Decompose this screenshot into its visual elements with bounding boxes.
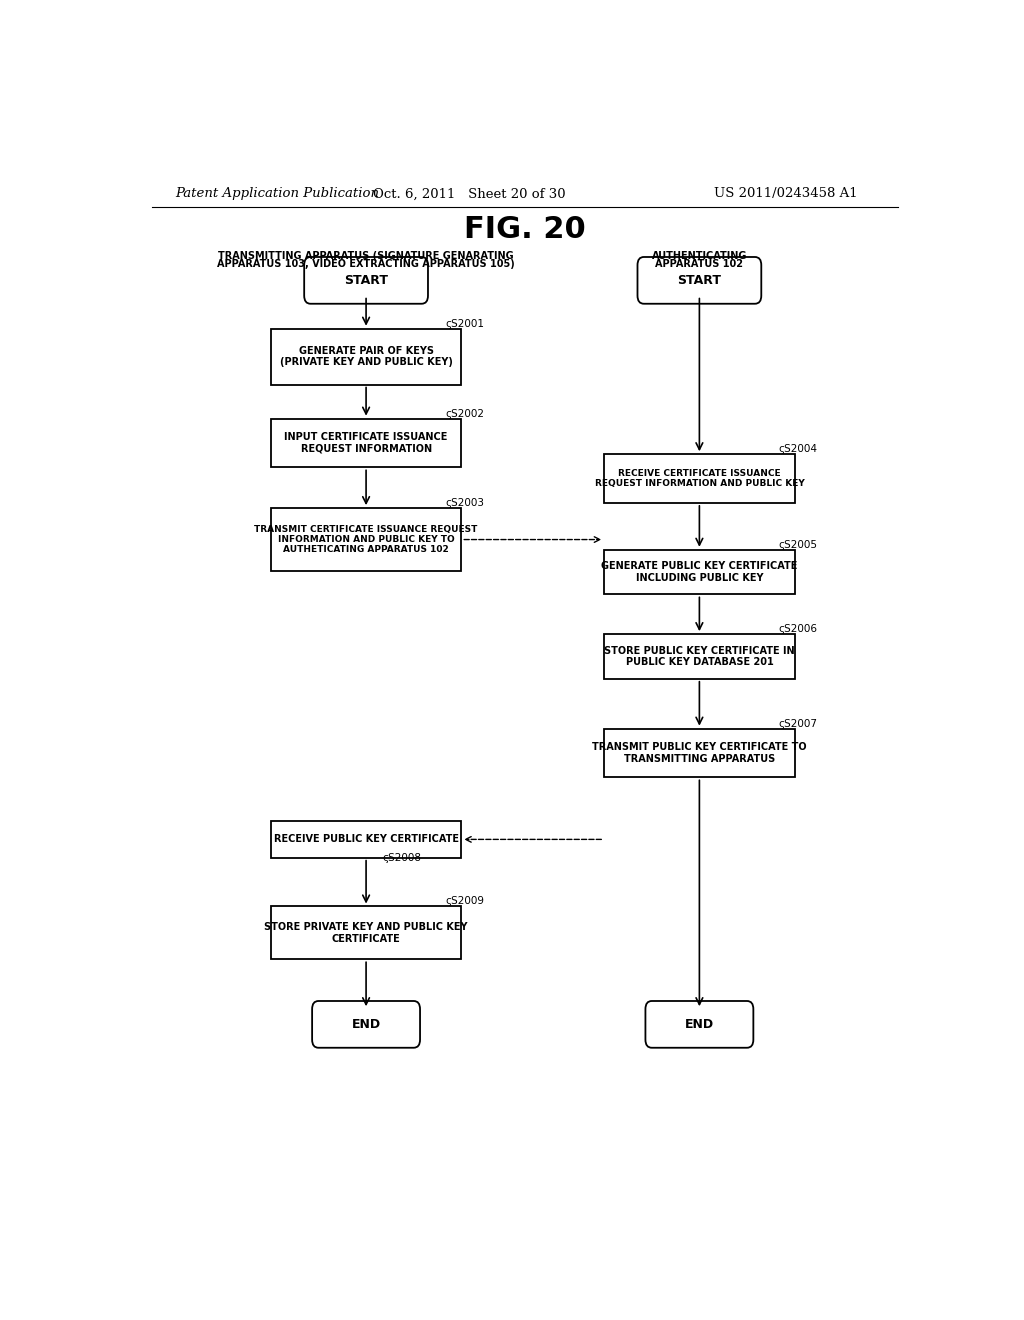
Text: RECEIVE CERTIFICATE ISSUANCE
REQUEST INFORMATION AND PUBLIC KEY: RECEIVE CERTIFICATE ISSUANCE REQUEST INF…	[595, 469, 804, 488]
Text: START: START	[344, 273, 388, 286]
FancyBboxPatch shape	[304, 257, 428, 304]
Text: INPUT CERTIFICATE ISSUANCE
REQUEST INFORMATION: INPUT CERTIFICATE ISSUANCE REQUEST INFOR…	[285, 432, 447, 454]
Text: GENERATE PUBLIC KEY CERTIFICATE
INCLUDING PUBLIC KEY: GENERATE PUBLIC KEY CERTIFICATE INCLUDIN…	[601, 561, 798, 583]
FancyBboxPatch shape	[270, 821, 461, 858]
Text: ςS2004: ςS2004	[778, 444, 818, 454]
Text: GENERATE PAIR OF KEYS
(PRIVATE KEY AND PUBLIC KEY): GENERATE PAIR OF KEYS (PRIVATE KEY AND P…	[280, 346, 453, 367]
Text: ςS2005: ςS2005	[778, 540, 818, 549]
Text: FIG. 20: FIG. 20	[464, 215, 586, 244]
Text: ςS2002: ςS2002	[445, 409, 484, 418]
FancyBboxPatch shape	[270, 329, 461, 384]
Text: AUTHENTICATING: AUTHENTICATING	[651, 251, 748, 261]
FancyBboxPatch shape	[638, 257, 761, 304]
Text: END: END	[685, 1018, 714, 1031]
FancyBboxPatch shape	[270, 508, 461, 572]
FancyBboxPatch shape	[312, 1001, 420, 1048]
Text: TRANSMITTING APPARATUS (SIGNATURE GENARATING: TRANSMITTING APPARATUS (SIGNATURE GENARA…	[218, 251, 514, 261]
FancyBboxPatch shape	[645, 1001, 754, 1048]
Text: Oct. 6, 2011   Sheet 20 of 30: Oct. 6, 2011 Sheet 20 of 30	[373, 187, 565, 201]
Text: APPARATUS 102: APPARATUS 102	[655, 259, 743, 269]
FancyBboxPatch shape	[604, 549, 795, 594]
Text: US 2011/0243458 A1: US 2011/0243458 A1	[715, 187, 858, 201]
Text: ςS2008: ςS2008	[382, 853, 421, 863]
Text: RECEIVE PUBLIC KEY CERTIFICATE: RECEIVE PUBLIC KEY CERTIFICATE	[273, 834, 459, 845]
FancyBboxPatch shape	[604, 729, 795, 777]
FancyBboxPatch shape	[604, 634, 795, 678]
FancyBboxPatch shape	[604, 454, 795, 503]
FancyBboxPatch shape	[270, 907, 461, 960]
Text: ςS2009: ςS2009	[445, 896, 484, 907]
Text: ςS2001: ςS2001	[445, 318, 484, 329]
Text: TRANSMIT CERTIFICATE ISSUANCE REQUEST
INFORMATION AND PUBLIC KEY TO
AUTHETICATIN: TRANSMIT CERTIFICATE ISSUANCE REQUEST IN…	[254, 524, 478, 554]
Text: STORE PRIVATE KEY AND PUBLIC KEY
CERTIFICATE: STORE PRIVATE KEY AND PUBLIC KEY CERTIFI…	[264, 923, 468, 944]
Text: Patent Application Publication: Patent Application Publication	[176, 187, 380, 201]
FancyBboxPatch shape	[270, 418, 461, 467]
Text: ςS2003: ςS2003	[445, 498, 484, 508]
Text: START: START	[678, 273, 721, 286]
Text: APPARATUS 103, VIDEO EXTRACTING APPARATUS 105): APPARATUS 103, VIDEO EXTRACTING APPARATU…	[217, 259, 515, 269]
Text: ςS2007: ςS2007	[778, 718, 818, 729]
Text: TRANSMIT PUBLIC KEY CERTIFICATE TO
TRANSMITTING APPARATUS: TRANSMIT PUBLIC KEY CERTIFICATE TO TRANS…	[592, 742, 807, 764]
Text: STORE PUBLIC KEY CERTIFICATE IN
PUBLIC KEY DATABASE 201: STORE PUBLIC KEY CERTIFICATE IN PUBLIC K…	[604, 645, 795, 667]
Text: ςS2006: ςS2006	[778, 624, 818, 634]
Text: END: END	[351, 1018, 381, 1031]
